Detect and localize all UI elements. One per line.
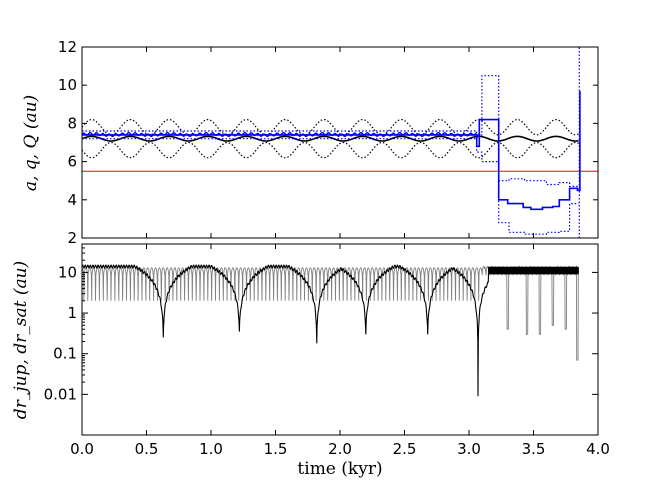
bottom-x-tick-label: 3.0	[457, 440, 481, 458]
bottom-x-tick-label: 4.0	[586, 440, 610, 458]
bottom-y-tick-label: 10	[58, 263, 77, 281]
bottom-y-tick-label: 0.1	[53, 345, 77, 363]
bottom-x-tick-label: 2.5	[393, 440, 417, 458]
top-saturn-oscillation-line	[81, 131, 477, 137]
top-series-2-line	[81, 141, 579, 159]
bottom-series-black-line	[81, 264, 579, 397]
top-y-tick-label: 6	[67, 153, 77, 171]
bottom-series-layer	[81, 264, 580, 397]
bottom-y-axis: 0.01 0.1 1 10	[44, 243, 598, 403]
top-panel: 2 4 6 8 10 12 a, q, Q (au)	[21, 38, 599, 247]
top-y-tick-label: 2	[67, 229, 77, 247]
top-series-3-line	[81, 119, 579, 136]
bottom-x-tick-label: 1.0	[199, 440, 223, 458]
bottom-x-axis: 0.0 0.5 1.0 1.5 2.0 2.5 3.0 3.5 4.0	[70, 244, 610, 458]
bottom-y-tick-label: 1	[67, 304, 77, 322]
top-y-tick-label: 8	[67, 114, 77, 132]
bottom-x-tick-label: 0.5	[135, 440, 159, 458]
top-y-tick-label: 10	[58, 76, 77, 94]
top-y-axis: 2 4 6 8 10 12	[58, 38, 599, 247]
bottom-x-tick-label: 1.5	[264, 440, 288, 458]
top-series-4-line	[82, 90, 581, 211]
top-series-5-line	[82, 75, 579, 187]
top-y-tick-label: 4	[67, 191, 77, 209]
bottom-y-tick-label: 0.01	[44, 385, 77, 403]
top-series-layer	[81, 47, 598, 238]
x-axis-label: time (kyr)	[297, 459, 382, 479]
top-series-1-line	[81, 135, 579, 142]
bottom-x-tick-label: 3.5	[522, 440, 546, 458]
top-y-axis-label: a, q, Q (au)	[21, 95, 41, 191]
bottom-x-tick-label: 0.0	[70, 440, 94, 458]
top-series-6-line	[82, 130, 579, 235]
top-plot-area	[82, 47, 598, 238]
bottom-y-axis-label: dr_jup, dr_sat (au)	[11, 261, 31, 419]
bottom-panel: 0.01 0.1 1 10 0.0 0.5 1.0 1.5 2.0 2.5 3.0 3.5 4.0 d…	[11, 243, 610, 479]
bottom-x-tick-label: 2.0	[328, 440, 352, 458]
top-y-tick-label: 12	[58, 38, 77, 56]
